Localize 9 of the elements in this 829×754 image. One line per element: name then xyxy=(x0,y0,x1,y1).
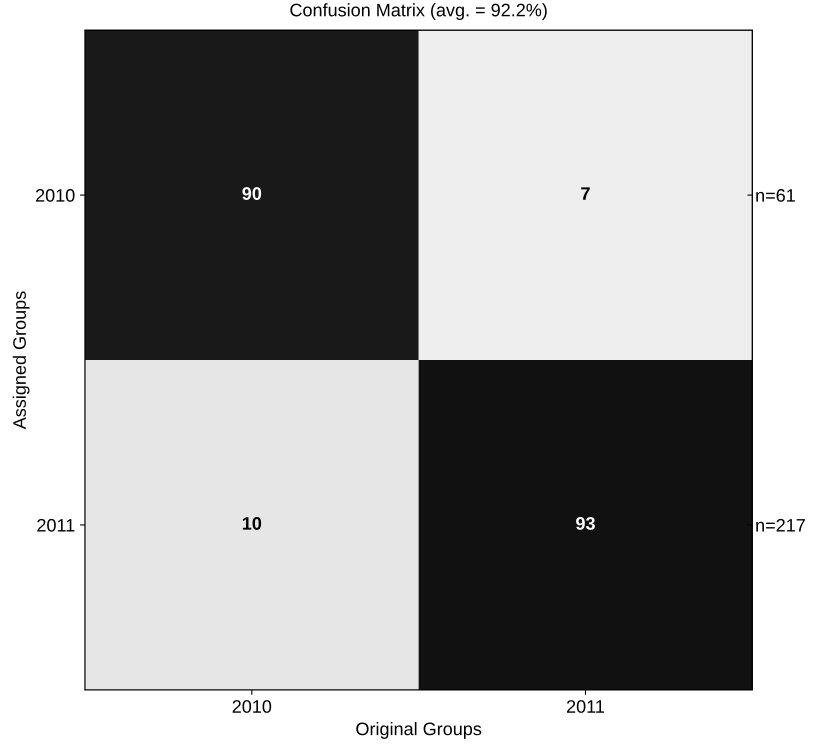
x-axis-title: Original Groups xyxy=(356,722,482,739)
y-axis-title: Assigned Groups xyxy=(12,291,30,430)
data-label: 93 xyxy=(576,517,595,530)
data-label: 7 xyxy=(581,187,590,200)
data-label: 90 xyxy=(242,187,262,200)
y2-tick-label: n=61 xyxy=(756,189,795,202)
data-label: 10 xyxy=(242,517,262,530)
y2-tick-label: n=217 xyxy=(756,518,805,532)
chart-title: Confusion Matrix (avg. = 92.2%) xyxy=(290,3,547,20)
